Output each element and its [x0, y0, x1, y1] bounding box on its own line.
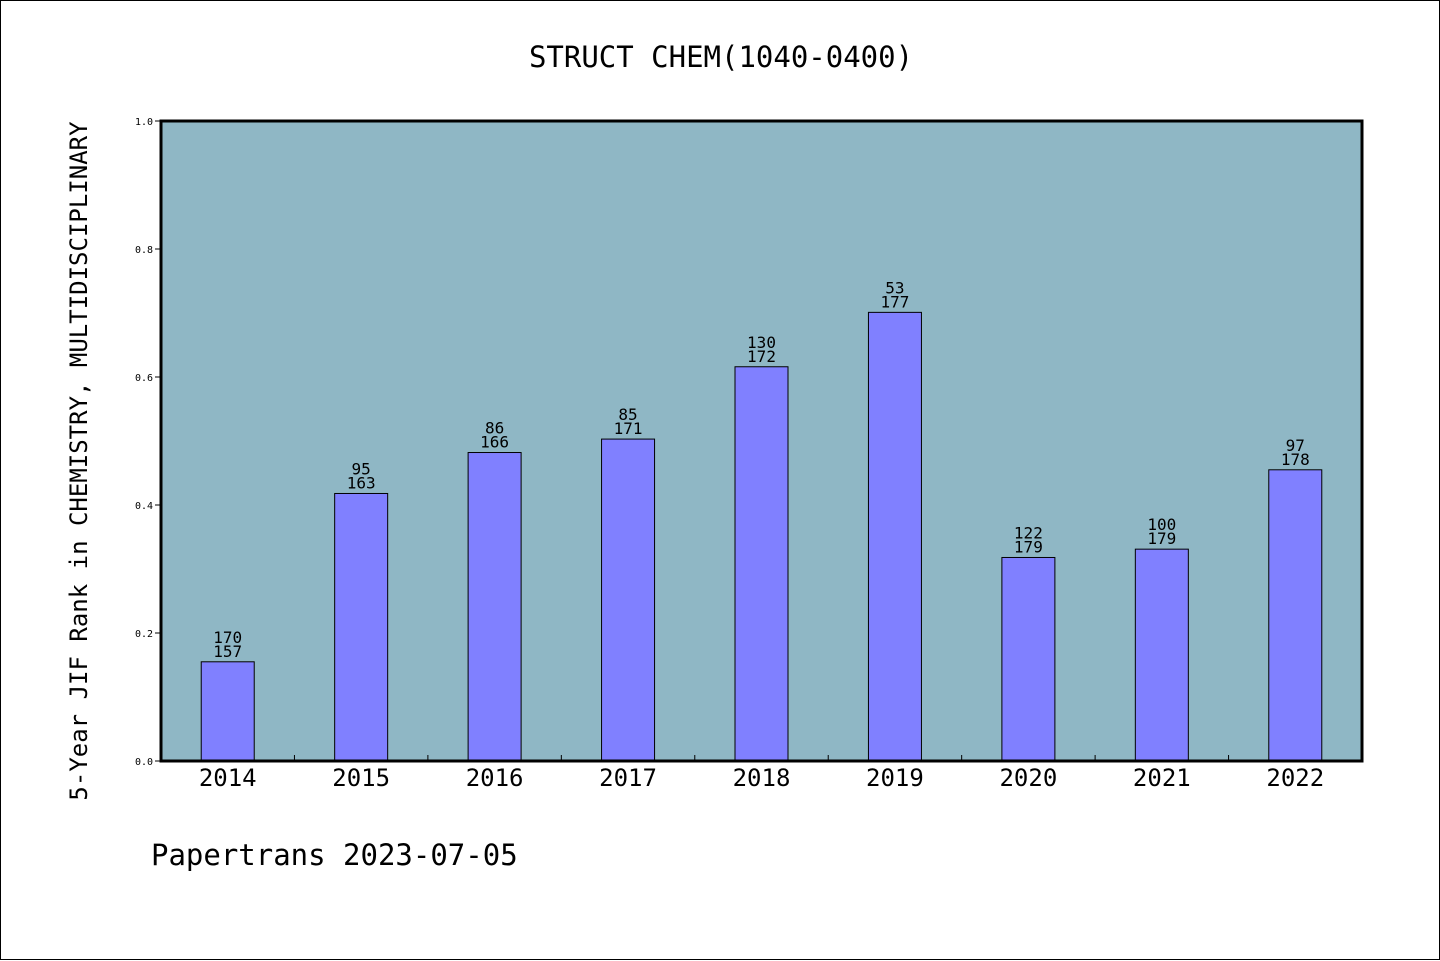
bar: [467, 452, 522, 762]
data-label-top: 122: [1014, 523, 1043, 542]
bar: [334, 492, 389, 762]
x-tick-label: 2021: [1133, 764, 1191, 792]
bar: [734, 366, 789, 762]
bar: [1268, 469, 1323, 762]
y-tick-label: 0.4: [135, 501, 153, 512]
data-label-top: 170: [213, 628, 242, 647]
data-label-bottom: 179: [1014, 537, 1043, 556]
x-tick-label: 2016: [466, 764, 524, 792]
bar: [1134, 548, 1189, 762]
data-label-bottom: 179: [1147, 529, 1176, 548]
y-tick-label: 1.0: [135, 117, 153, 128]
x-tick-label: 2020: [999, 764, 1057, 792]
y-tick-label: 0.0: [135, 757, 153, 768]
x-tick-label: 2015: [332, 764, 390, 792]
y-tick-label: 0.6: [135, 373, 153, 384]
x-tick-label: 2018: [733, 764, 791, 792]
y-axis-label: 5-Year JIF Rank in CHEMISTRY, MULTIDISCI…: [65, 121, 93, 801]
data-label-bottom: 178: [1281, 450, 1310, 469]
data-label-top: 95: [352, 459, 371, 478]
data-label-top: 100: [1147, 515, 1176, 534]
y-tick-label: 0.8: [135, 245, 153, 256]
y-axis: 0.0 0.2 0.4 0.6 0.8 1.0: [135, 117, 161, 768]
x-tick-label: 2019: [866, 764, 924, 792]
x-tick-label: 2014: [199, 764, 257, 792]
x-tick-label: 2017: [599, 764, 657, 792]
data-label-bottom: 166: [480, 433, 509, 452]
plot-border: [159, 119, 1364, 763]
bar: [601, 438, 656, 762]
bar: [1001, 556, 1056, 762]
data-label-top: 86: [485, 419, 504, 438]
data-labels: 1701579516386166851711301725317712217910…: [213, 278, 1309, 660]
x-tick-label: 2022: [1266, 764, 1324, 792]
data-label-bottom: 171: [614, 419, 643, 438]
data-label-bottom: 172: [747, 347, 776, 366]
bars: [200, 311, 1323, 762]
data-label-bottom: 163: [347, 473, 376, 492]
y-tick-label: 0.2: [135, 629, 153, 640]
chart-title: STRUCT CHEM(1040-0400): [529, 40, 913, 74]
data-label-top: 130: [747, 333, 776, 352]
x-axis: 2014 2015 2016 2017 2018 2019 2020 2021 2022: [199, 755, 1324, 792]
data-label-top: 53: [885, 278, 904, 297]
data-label-bottom: 157: [213, 642, 242, 661]
data-label-bottom: 177: [880, 292, 909, 311]
bar: [867, 311, 922, 762]
data-label-top: 97: [1286, 436, 1305, 455]
bar: [200, 661, 255, 762]
footer-text: Papertrans 2023-07-05: [151, 838, 518, 872]
data-label-top: 85: [618, 405, 637, 424]
